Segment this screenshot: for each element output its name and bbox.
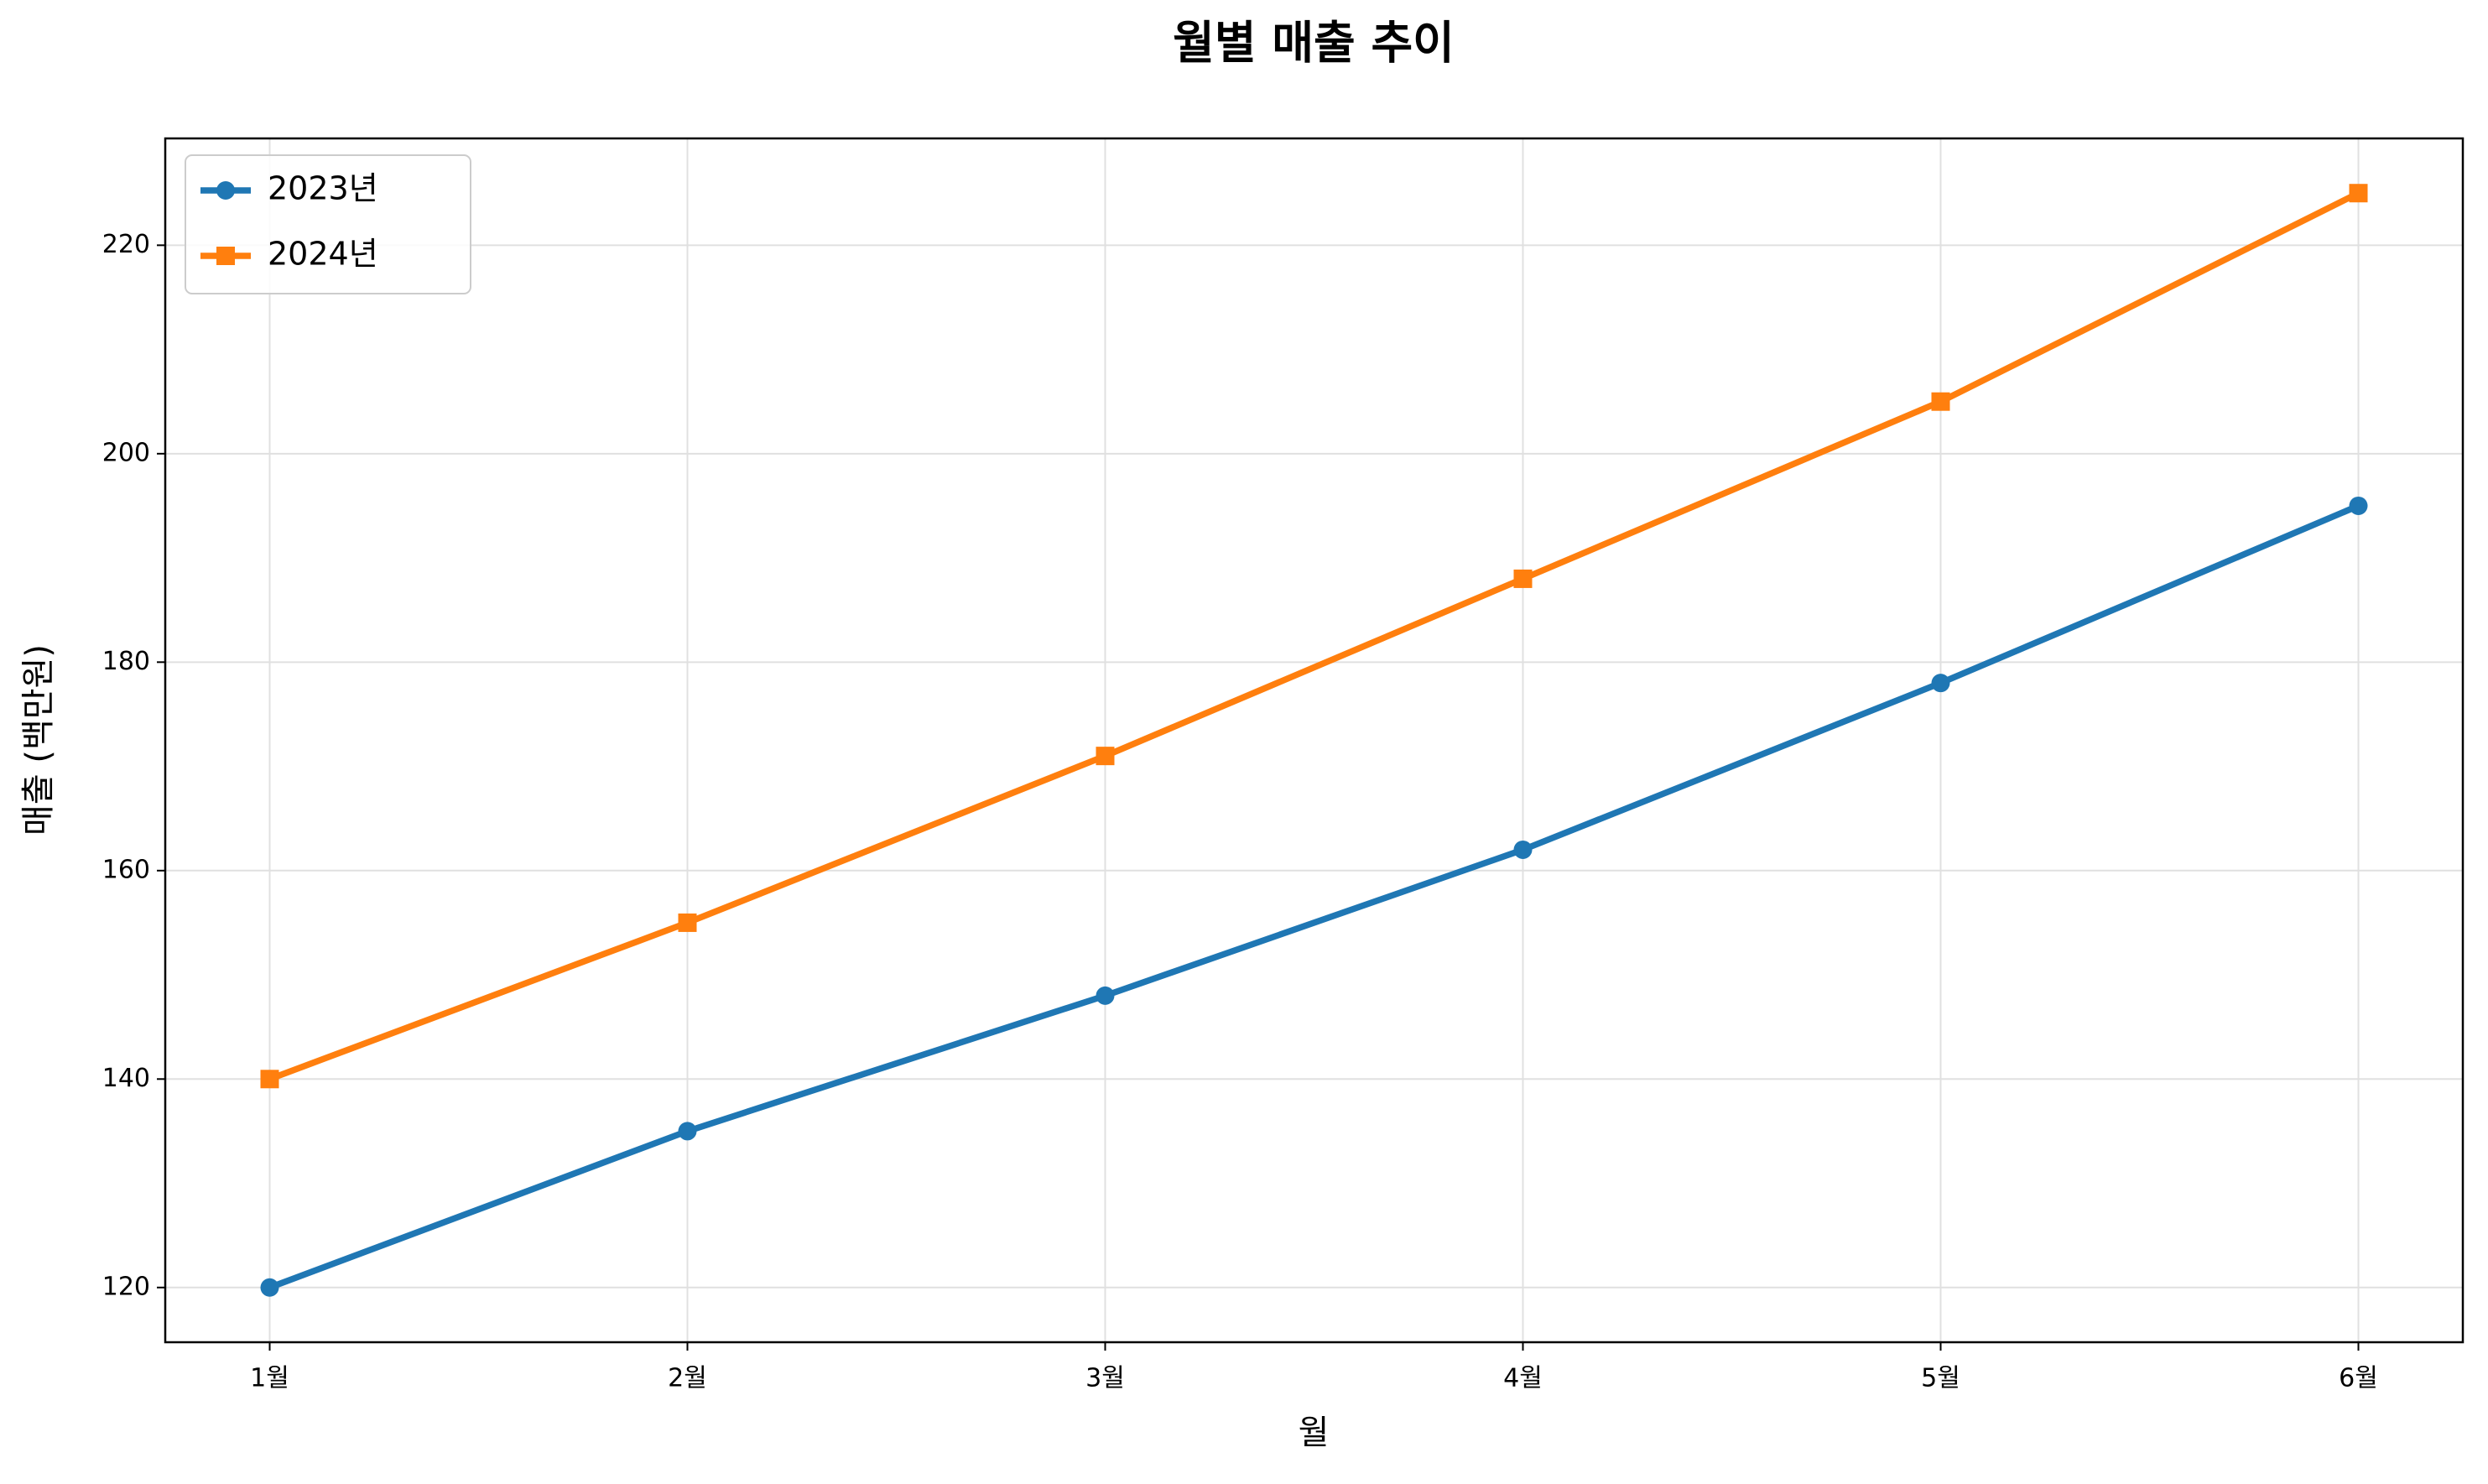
axes-frame: [164, 137, 2465, 1344]
marker: [678, 1122, 697, 1141]
y-tick-label: 120: [102, 1272, 150, 1301]
marker: [260, 1070, 279, 1089]
line: [265, 189, 2363, 1084]
y-tick-label: 200: [102, 438, 150, 467]
x-tick-label: 2월: [668, 1364, 707, 1393]
y-tick-label: 140: [102, 1064, 150, 1093]
marker: [2349, 496, 2368, 515]
marker: [1096, 747, 1115, 766]
marker: [1513, 569, 1533, 588]
x-tick-label: 1월: [250, 1364, 289, 1393]
marker: [260, 1278, 279, 1297]
legend-label: 2023년: [268, 170, 378, 207]
x-tick-label: 3월: [1085, 1364, 1125, 1393]
x-axis-label: 월: [1299, 1414, 1330, 1452]
marker: [1513, 840, 1533, 859]
y-tick-label: 180: [102, 647, 150, 676]
y-axis-label: 매출 (백만원): [19, 644, 58, 836]
marker: [678, 913, 697, 932]
y-tick-label: 220: [102, 230, 150, 259]
line: [265, 502, 2363, 1292]
marker: [2349, 184, 2368, 203]
legend-marker: [216, 247, 235, 265]
x-tick-label: 5월: [1921, 1364, 1960, 1393]
marker: [1931, 392, 1950, 411]
marker: [1931, 674, 1950, 693]
y-tick-label: 160: [102, 855, 150, 884]
marker: [1096, 986, 1115, 1005]
legend-box: [185, 154, 471, 294]
x-tick-label: 4월: [1503, 1364, 1543, 1393]
legend-label: 2024년: [268, 236, 378, 273]
legend-marker: [216, 181, 235, 200]
chart-title: 월별 매출 추이: [1173, 17, 1455, 70]
x-tick-label: 6월: [2339, 1364, 2378, 1393]
